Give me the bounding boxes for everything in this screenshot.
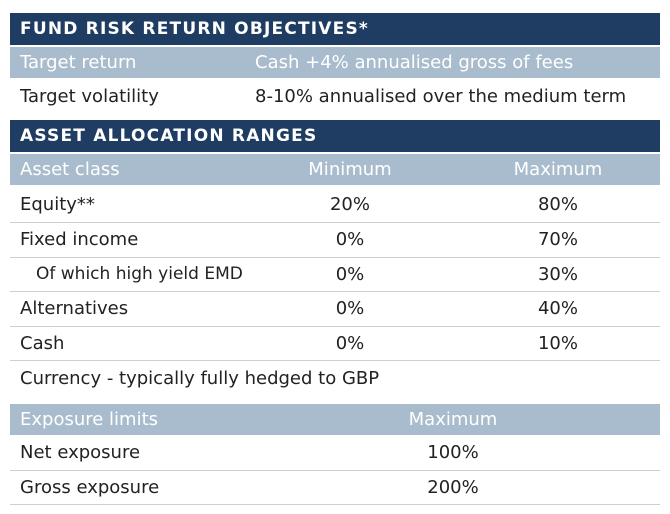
asset-class-label: Of which high yield EMD [36, 264, 243, 284]
asset-class-header: Asset class [20, 159, 120, 180]
table-row: Fixed income 0% 70% [10, 223, 660, 257]
target-return-row: Target return Cash +4% annualised gross … [10, 47, 660, 78]
row-divider [10, 222, 660, 223]
row-divider [10, 504, 660, 505]
maximum-value: 80% [537, 194, 578, 215]
minimum-value: 0% [335, 229, 365, 250]
table-row: Alternatives 0% 40% [10, 292, 660, 326]
maximum-value: 10% [537, 333, 578, 354]
exposure-label: Gross exposure [20, 477, 160, 498]
exposure-limits-header: Exposure limits [20, 409, 159, 430]
target-volatility-value: 8-10% annualised over the medium term [255, 86, 627, 107]
exposure-label: Net exposure [20, 442, 141, 463]
maximum-header: Maximum [408, 409, 498, 430]
table-row: Net exposure 100% [10, 436, 660, 470]
maximum-value: 100% [427, 442, 479, 463]
target-return-label: Target return [20, 52, 137, 73]
asset-allocation-column-headers: Asset class Minimum Maximum [10, 154, 660, 185]
asset-class-label: Fixed income [20, 229, 139, 250]
minimum-value: 0% [335, 333, 365, 354]
asset-class-label: Equity** [20, 194, 95, 215]
minimum-header: Minimum [308, 159, 392, 180]
target-return-value: Cash +4% annualised gross of fees [255, 52, 574, 73]
section-title: ASSET ALLOCATION RANGES [20, 126, 318, 146]
row-divider [10, 360, 660, 361]
maximum-value: 40% [537, 298, 578, 319]
target-volatility-row: Target volatility 8-10% annualised over … [10, 80, 660, 114]
row-divider [10, 291, 660, 292]
row-divider [10, 257, 660, 258]
minimum-value: 0% [335, 264, 365, 285]
table-row: Of which high yield EMD 0% 30% [10, 258, 660, 291]
maximum-value: 200% [427, 477, 479, 498]
maximum-value: 70% [537, 229, 578, 250]
minimum-value: 20% [329, 194, 370, 215]
table-row: Cash 0% 10% [10, 327, 660, 360]
table-row: Gross exposure 200% [10, 471, 660, 504]
currency-note-row: Currency - typically fully hedged to GBP [10, 361, 660, 397]
maximum-value: 30% [537, 264, 578, 285]
minimum-value: 0% [335, 298, 365, 319]
target-volatility-label: Target volatility [20, 86, 159, 107]
maximum-header: Maximum [513, 159, 603, 180]
exposure-limits-column-headers: Exposure limits Maximum [10, 404, 660, 435]
asset-class-label: Alternatives [20, 298, 129, 319]
section-header-fund-risk-return: FUND RISK RETURN OBJECTIVES* [10, 13, 660, 45]
section-header-asset-allocation: ASSET ALLOCATION RANGES [10, 120, 660, 152]
row-divider [10, 470, 660, 471]
row-divider [10, 326, 660, 327]
section-title: FUND RISK RETURN OBJECTIVES* [20, 19, 370, 39]
asset-class-label: Cash [20, 333, 65, 354]
table-row: Equity** 20% 80% [10, 188, 660, 222]
currency-note: Currency - typically fully hedged to GBP [20, 368, 380, 389]
